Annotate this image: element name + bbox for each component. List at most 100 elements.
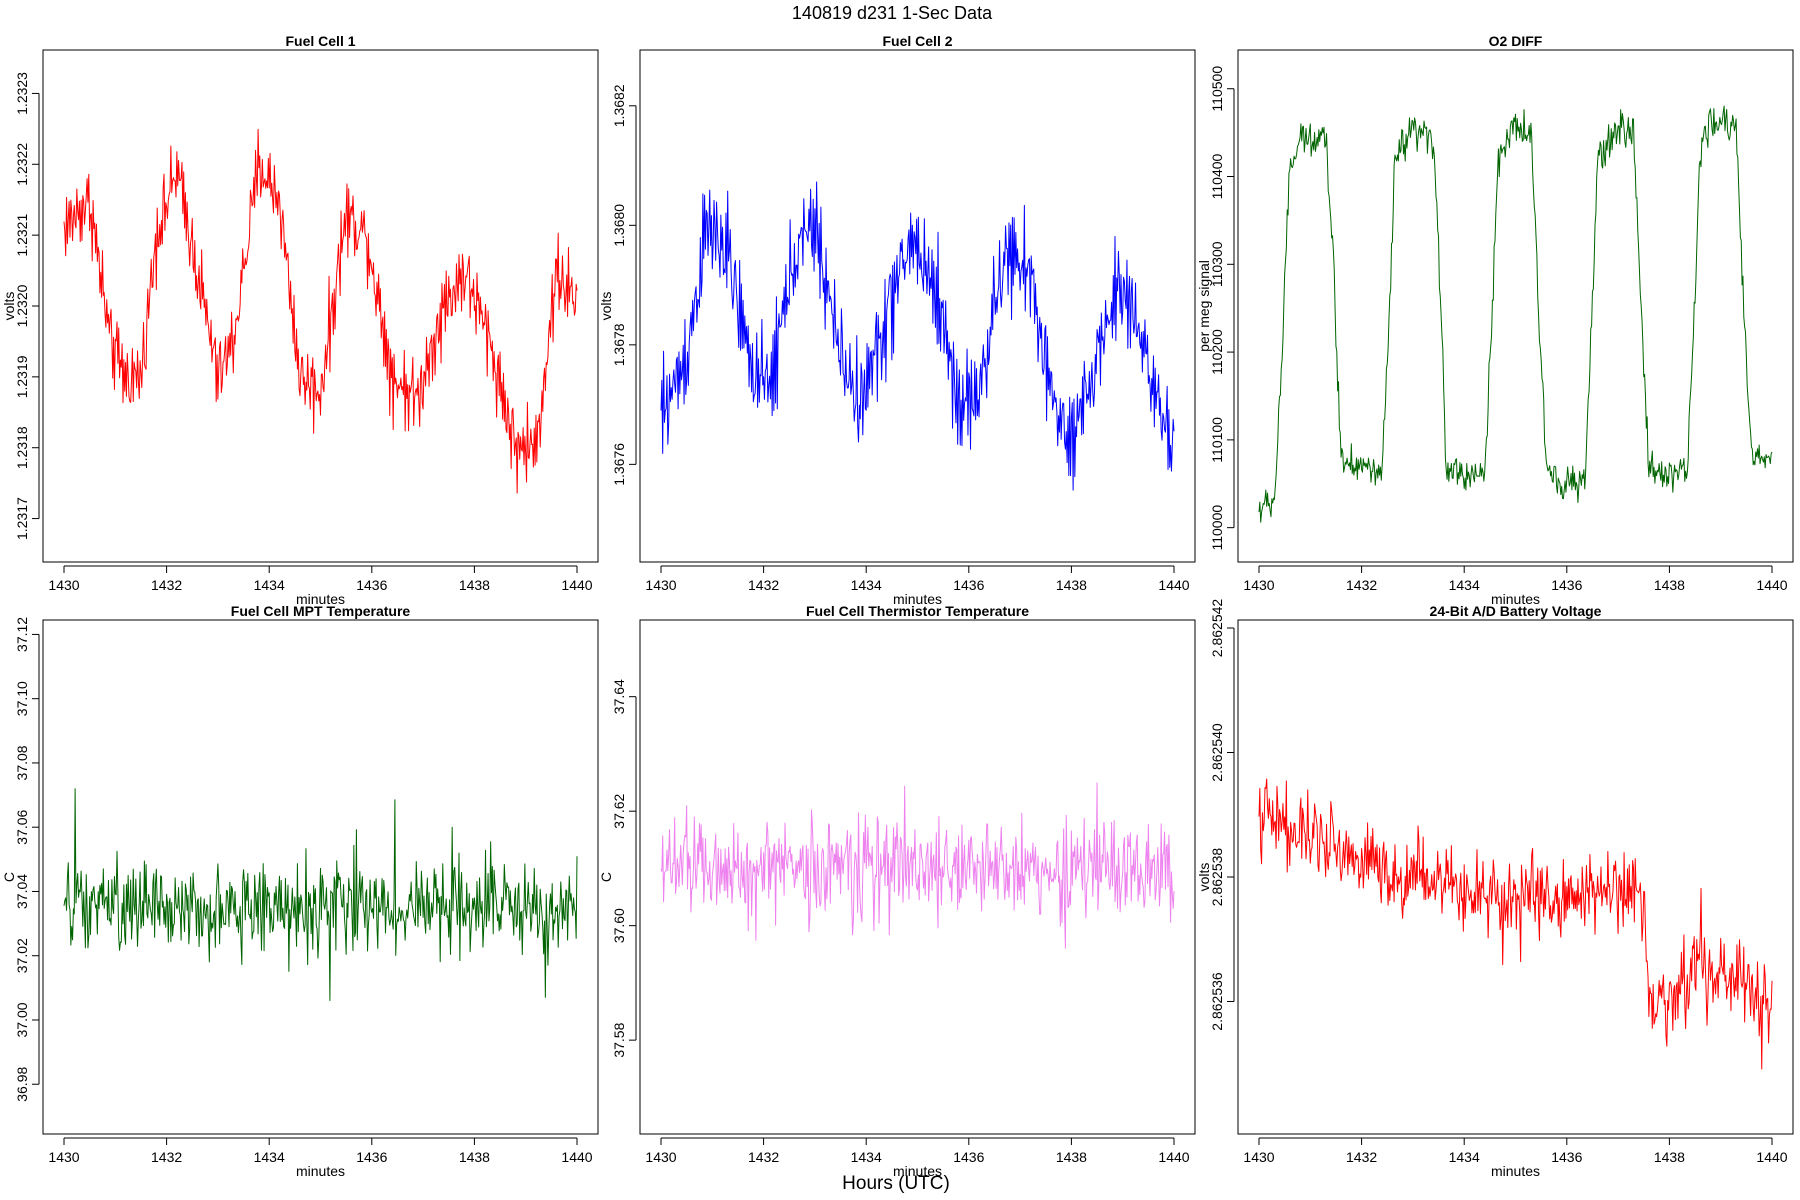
y-tick-label: 37.08 <box>14 745 30 780</box>
y-tick-label: 37.04 <box>14 874 30 909</box>
y-axis-label: volts <box>1196 863 1212 892</box>
y-tick-label: 1.2319 <box>14 355 30 398</box>
plot-frame <box>639 49 1196 563</box>
y-tick-label: 36.98 <box>14 1067 30 1102</box>
y-tick-label: 110400 <box>1209 153 1225 199</box>
x-tick-label: 1436 <box>356 577 387 593</box>
y-tick-label: 1.2321 <box>14 214 30 257</box>
x-tick-label: 1436 <box>953 1149 984 1165</box>
y-tick-label: 37.00 <box>14 1002 30 1037</box>
series-line <box>63 128 578 494</box>
y-tick-label: 2.862542 <box>1209 599 1225 658</box>
y-tick-label: 2.862540 <box>1209 723 1225 782</box>
y-tick-label: 37.58 <box>611 1022 627 1057</box>
panel-title: Fuel Cell 1 <box>285 33 355 49</box>
y-tick-label: 37.02 <box>14 938 30 973</box>
plot-frame <box>42 49 599 563</box>
plot-frame <box>1237 49 1794 563</box>
panel-title: Fuel Cell MPT Temperature <box>231 603 411 619</box>
panel-4: Fuel Cell MPT Temperature 1430 1432 1434 143… <box>1 603 599 1179</box>
y-tick-label: 1.2322 <box>14 143 30 186</box>
y-tick-label: 37.60 <box>611 908 627 943</box>
x-tick-label: 1434 <box>1449 1149 1480 1165</box>
x-tick-label: 1436 <box>1551 577 1582 593</box>
x-tick-label: 1438 <box>459 577 490 593</box>
x-tick-label: 1438 <box>1654 577 1685 593</box>
x-axis-label: minutes <box>296 591 345 607</box>
x-axis-label: minutes <box>1491 591 1540 607</box>
y-tick-label: 2.862538 <box>1209 848 1225 907</box>
x-tick-label: 1440 <box>1158 577 1189 593</box>
x-tick-label: 1430 <box>1243 577 1274 593</box>
y-tick-label: 1.3678 <box>611 323 627 366</box>
y-tick-label: 110100 <box>1209 417 1225 463</box>
x-tick-label: 1440 <box>1158 1149 1189 1165</box>
y-axis-label: volts <box>598 292 614 321</box>
plot-frame <box>1237 619 1794 1135</box>
x-tick-label: 1432 <box>151 577 182 593</box>
y-tick-label: 37.06 <box>14 809 30 844</box>
x-tick-label: 1440 <box>561 1149 592 1165</box>
y-axis-label: volts <box>1 292 17 321</box>
panel-1: Fuel Cell 1 1430 1432 1434 1436 1438 1440 minut… <box>1 33 599 607</box>
y-tick-label: 37.10 <box>14 681 30 716</box>
x-tick-label: 1432 <box>1346 1149 1377 1165</box>
x-axis-label: minutes <box>893 591 942 607</box>
series-line <box>660 782 1175 949</box>
y-tick-label: 110500 <box>1209 66 1225 112</box>
y-tick-label: 110300 <box>1209 241 1225 287</box>
panel-2: Fuel Cell 2 1430 1432 1434 1436 1438 1440 minut… <box>598 33 1196 607</box>
x-tick-label: 1438 <box>1654 1149 1685 1165</box>
x-tick-label: 1438 <box>1056 577 1087 593</box>
y-tick-label: 37.62 <box>611 793 627 828</box>
plot-frame <box>42 619 599 1135</box>
series-line <box>1258 778 1773 1070</box>
series-line <box>63 788 578 1001</box>
x-axis-label: minutes <box>296 1163 345 1179</box>
y-tick-label: 1.3676 <box>611 443 627 486</box>
panel-3: O2 DIFF 1430 1432 1434 1436 1438 1440 minutes 11… <box>1196 33 1794 607</box>
panel-title: O2 DIFF <box>1489 33 1543 49</box>
y-tick-label: 110000 <box>1209 505 1225 551</box>
panel-6: 24-Bit A/D Battery Voltage 1430 1432 1434 14… <box>1196 599 1794 1179</box>
x-tick-label: 1436 <box>953 577 984 593</box>
x-tick-label: 1434 <box>851 1149 882 1165</box>
series-line <box>660 181 1175 491</box>
x-axis-label: minutes <box>893 1163 942 1179</box>
y-tick-label: 110200 <box>1209 329 1225 375</box>
x-tick-label: 1430 <box>645 1149 676 1165</box>
y-axis-label: per meg signal <box>1196 260 1212 352</box>
x-tick-label: 1434 <box>254 577 285 593</box>
x-tick-label: 1440 <box>561 577 592 593</box>
x-axis-label: minutes <box>1491 1163 1540 1179</box>
x-tick-label: 1438 <box>459 1149 490 1165</box>
x-tick-label: 1432 <box>1346 577 1377 593</box>
x-tick-label: 1430 <box>1243 1149 1274 1165</box>
y-tick-label: 2.862536 <box>1209 972 1225 1031</box>
y-tick-label: 37.12 <box>14 617 30 652</box>
x-tick-label: 1436 <box>1551 1149 1582 1165</box>
panel-title: 24-Bit A/D Battery Voltage <box>1430 603 1602 619</box>
x-tick-label: 1434 <box>254 1149 285 1165</box>
y-tick-label: 1.3680 <box>611 204 627 247</box>
panel-title: Fuel Cell 2 <box>882 33 952 49</box>
x-tick-label: 1432 <box>748 577 779 593</box>
plot-frame <box>639 619 1196 1135</box>
x-tick-label: 1434 <box>1449 577 1480 593</box>
y-tick-label: 1.2317 <box>14 497 30 540</box>
x-tick-label: 1432 <box>151 1149 182 1165</box>
x-tick-label: 1436 <box>356 1149 387 1165</box>
panel-grid: Fuel Cell 1 1430 1432 1434 1436 1438 1440 minut… <box>1 33 1794 1179</box>
y-tick-label: 1.2318 <box>14 426 30 469</box>
x-tick-label: 1438 <box>1056 1149 1087 1165</box>
y-tick-label: 37.64 <box>611 679 627 714</box>
x-tick-label: 1440 <box>1756 1149 1787 1165</box>
y-axis-label: C <box>598 872 614 882</box>
panel-5: Fuel Cell Thermistor Temperature 1430 1432… <box>598 603 1196 1179</box>
x-tick-label: 1430 <box>645 577 676 593</box>
x-tick-label: 1430 <box>48 577 79 593</box>
y-tick-label: 1.2323 <box>14 72 30 115</box>
series-line <box>1258 105 1773 523</box>
panel-title: Fuel Cell Thermistor Temperature <box>806 603 1029 619</box>
